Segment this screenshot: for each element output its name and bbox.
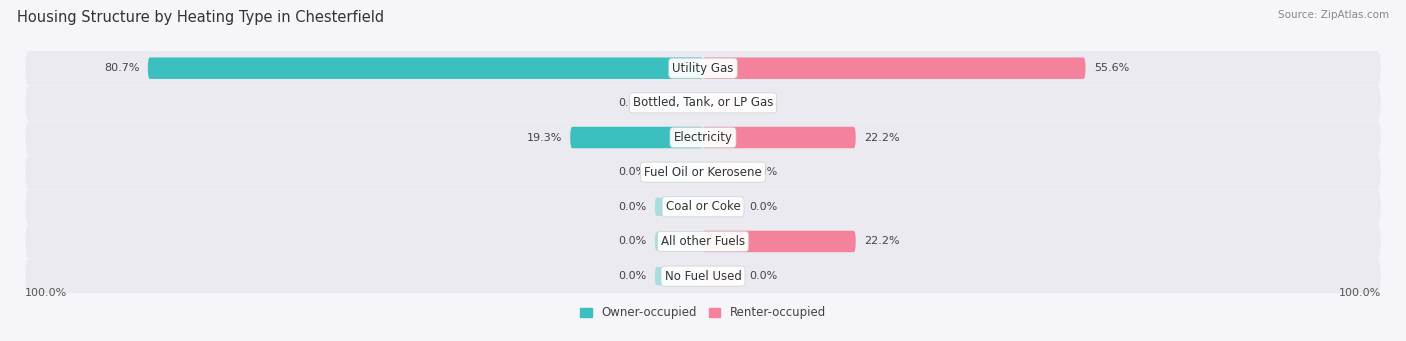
Text: 0.0%: 0.0% <box>619 98 647 108</box>
FancyBboxPatch shape <box>703 231 856 252</box>
FancyBboxPatch shape <box>25 155 1381 189</box>
FancyBboxPatch shape <box>703 267 741 285</box>
Text: 100.0%: 100.0% <box>25 288 67 298</box>
Text: Electricity: Electricity <box>673 131 733 144</box>
Text: No Fuel Used: No Fuel Used <box>665 270 741 283</box>
Text: 0.0%: 0.0% <box>749 202 778 212</box>
FancyBboxPatch shape <box>25 86 1381 120</box>
Text: Utility Gas: Utility Gas <box>672 62 734 75</box>
Text: 0.0%: 0.0% <box>619 202 647 212</box>
Text: All other Fuels: All other Fuels <box>661 235 745 248</box>
Text: 19.3%: 19.3% <box>527 133 562 143</box>
FancyBboxPatch shape <box>148 58 703 79</box>
FancyBboxPatch shape <box>655 163 703 181</box>
FancyBboxPatch shape <box>25 51 1381 85</box>
FancyBboxPatch shape <box>655 232 703 251</box>
FancyBboxPatch shape <box>703 127 856 148</box>
Text: 100.0%: 100.0% <box>1339 288 1381 298</box>
Text: 0.0%: 0.0% <box>619 167 647 177</box>
Text: Bottled, Tank, or LP Gas: Bottled, Tank, or LP Gas <box>633 97 773 109</box>
FancyBboxPatch shape <box>571 127 703 148</box>
Text: 0.0%: 0.0% <box>749 167 778 177</box>
Text: 0.0%: 0.0% <box>619 236 647 247</box>
FancyBboxPatch shape <box>703 198 741 216</box>
Text: 22.2%: 22.2% <box>865 236 900 247</box>
Text: 80.7%: 80.7% <box>104 63 139 73</box>
Text: 22.2%: 22.2% <box>865 133 900 143</box>
FancyBboxPatch shape <box>25 190 1381 224</box>
Text: 55.6%: 55.6% <box>1094 63 1129 73</box>
Text: Fuel Oil or Kerosene: Fuel Oil or Kerosene <box>644 166 762 179</box>
Legend: Owner-occupied, Renter-occupied: Owner-occupied, Renter-occupied <box>575 302 831 324</box>
FancyBboxPatch shape <box>655 94 703 112</box>
FancyBboxPatch shape <box>25 259 1381 293</box>
FancyBboxPatch shape <box>703 94 741 112</box>
FancyBboxPatch shape <box>25 224 1381 258</box>
FancyBboxPatch shape <box>703 163 741 181</box>
Text: Source: ZipAtlas.com: Source: ZipAtlas.com <box>1278 10 1389 20</box>
FancyBboxPatch shape <box>655 198 703 216</box>
Text: Coal or Coke: Coal or Coke <box>665 200 741 213</box>
Text: 0.0%: 0.0% <box>749 98 778 108</box>
Text: 0.0%: 0.0% <box>619 271 647 281</box>
FancyBboxPatch shape <box>655 267 703 285</box>
FancyBboxPatch shape <box>703 58 1085 79</box>
FancyBboxPatch shape <box>25 120 1381 155</box>
Text: 0.0%: 0.0% <box>749 271 778 281</box>
Text: Housing Structure by Heating Type in Chesterfield: Housing Structure by Heating Type in Che… <box>17 10 384 25</box>
